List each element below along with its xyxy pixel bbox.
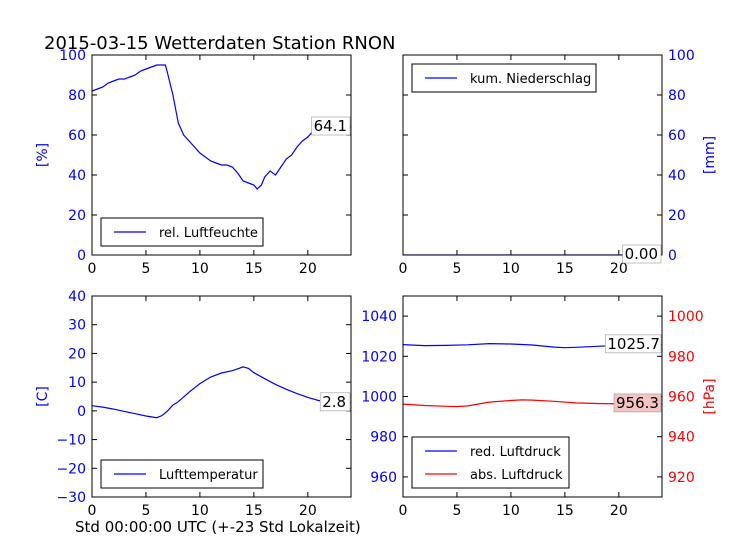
value-label-box bbox=[319, 392, 351, 412]
y-tick-label: 30 bbox=[68, 318, 86, 334]
panel-top-left: 0 5 10 15 20 0 20 40 60 80 100 [%] 64.1 rel. Luftfeuc… bbox=[35, 48, 352, 277]
x-tick-label: 5 bbox=[452, 503, 461, 519]
x-tick-label: 20 bbox=[299, 503, 317, 519]
y-tick-label: 0 bbox=[668, 248, 677, 264]
value-label-box bbox=[622, 244, 662, 264]
x-tick-label: 20 bbox=[610, 261, 628, 277]
value-label-box bbox=[311, 116, 351, 136]
series-line bbox=[92, 64, 351, 190]
y-tick-label: 20 bbox=[68, 346, 86, 362]
y-tick-label: 960 bbox=[370, 470, 397, 486]
y-axis-label: [mm] bbox=[702, 136, 718, 174]
y-tick-label: 1000 bbox=[361, 390, 397, 406]
x-tick-label: 15 bbox=[556, 261, 574, 277]
legend: red. Luftdruck abs. Luftdruck bbox=[411, 436, 570, 489]
y-axis-label: [hPa] bbox=[702, 378, 718, 414]
series-line bbox=[92, 366, 351, 419]
y-tick-label: 1040 bbox=[361, 309, 397, 325]
y-tick-label: 1000 bbox=[668, 309, 704, 325]
x-tick-label: 10 bbox=[502, 261, 520, 277]
x-tick-label: 5 bbox=[141, 261, 150, 277]
figure-title: 2015-03-15 Wetterdaten Station RNON bbox=[44, 33, 395, 54]
y-tick-label: 940 bbox=[668, 430, 695, 446]
legend: Lufttemperatur bbox=[100, 459, 264, 489]
legend: kum. Niederschlag bbox=[411, 63, 597, 93]
y-tick-label: 100 bbox=[668, 48, 695, 64]
plot-frame bbox=[91, 295, 352, 498]
y-tick-label: 980 bbox=[370, 430, 397, 446]
x-tick-label: 15 bbox=[245, 503, 263, 519]
legend-entry: Lufttemperatur bbox=[159, 468, 258, 483]
x-tick-label: 10 bbox=[191, 261, 209, 277]
x-tick-label: 5 bbox=[452, 261, 461, 277]
panel-bottom-left: 0 5 10 15 20 −30 −20 −10 0 10 20 30 40 [C] 2.8 Lufttemp… bbox=[35, 289, 352, 519]
y-tick-label: 1020 bbox=[361, 349, 397, 365]
y-tick-label: 960 bbox=[668, 390, 695, 406]
y-tick-label: 0 bbox=[77, 248, 86, 264]
panel-top-right: 0 5 10 15 20 0 20 40 60 80 100 [mm] 0.00 kum. Nieders… bbox=[399, 48, 718, 277]
y-tick-label: 60 bbox=[68, 128, 86, 144]
value-label-box bbox=[605, 334, 662, 354]
legend-box bbox=[411, 436, 570, 489]
x-axis-label: Std 00:00:00 UTC (+-23 Std Lokalzeit) bbox=[75, 518, 361, 536]
y-tick-label: 40 bbox=[668, 168, 686, 184]
y-tick-label: 80 bbox=[668, 88, 686, 104]
value-label: 0.00 bbox=[625, 245, 658, 263]
x-tick-label: 15 bbox=[245, 261, 263, 277]
x-tick-label: 10 bbox=[502, 503, 520, 519]
legend-box bbox=[100, 217, 264, 247]
x-tick-label: 0 bbox=[399, 503, 408, 519]
y-tick-label: 980 bbox=[668, 349, 695, 365]
value-label: 64.1 bbox=[314, 117, 347, 135]
x-tick-label: 5 bbox=[141, 503, 150, 519]
y-tick-label: 80 bbox=[68, 88, 86, 104]
y-tick-label: −20 bbox=[56, 461, 86, 477]
y-tick-label: 920 bbox=[668, 470, 695, 486]
x-tick-label: 10 bbox=[191, 503, 209, 519]
x-tick-label: 0 bbox=[88, 503, 97, 519]
y-tick-label: 10 bbox=[68, 375, 86, 391]
y-tick-label: 100 bbox=[59, 48, 86, 64]
legend: rel. Luftfeuchte bbox=[100, 217, 264, 247]
y-tick-label: 0 bbox=[77, 404, 86, 420]
plot-frame bbox=[402, 295, 663, 498]
y-tick-label: 20 bbox=[68, 208, 86, 224]
y-tick-label: 20 bbox=[668, 208, 686, 224]
y-axis-label: [C] bbox=[35, 386, 51, 407]
panel-bottom-right: 0 5 10 15 20 960 980 1000 1020 1040 920 940 960 980 10… bbox=[361, 295, 718, 519]
series-line bbox=[403, 399, 662, 408]
plot-frame bbox=[91, 54, 352, 256]
y-axis-label: [%] bbox=[35, 143, 51, 167]
value-label-box bbox=[613, 393, 662, 413]
y-tick-label: 60 bbox=[668, 128, 686, 144]
x-tick-label: 0 bbox=[399, 261, 408, 277]
value-label: 956.3 bbox=[616, 394, 659, 412]
y-tick-label: 40 bbox=[68, 289, 86, 305]
x-tick-label: 20 bbox=[610, 503, 628, 519]
legend-entry: kum. Niederschlag bbox=[470, 72, 591, 87]
y-tick-label: −10 bbox=[56, 433, 86, 449]
legend-entry: abs. Luftdruck bbox=[470, 468, 563, 483]
legend-entry: rel. Luftfeuchte bbox=[159, 226, 258, 241]
legend-entry: red. Luftdruck bbox=[470, 445, 561, 460]
x-tick-label: 20 bbox=[299, 261, 317, 277]
plot-frame bbox=[402, 54, 663, 256]
x-tick-label: 0 bbox=[88, 261, 97, 277]
y-tick-label: −30 bbox=[56, 490, 86, 506]
value-label: 1025.7 bbox=[607, 335, 660, 353]
x-tick-label: 15 bbox=[556, 503, 574, 519]
y-tick-label: 40 bbox=[68, 168, 86, 184]
value-label: 2.8 bbox=[322, 393, 346, 411]
